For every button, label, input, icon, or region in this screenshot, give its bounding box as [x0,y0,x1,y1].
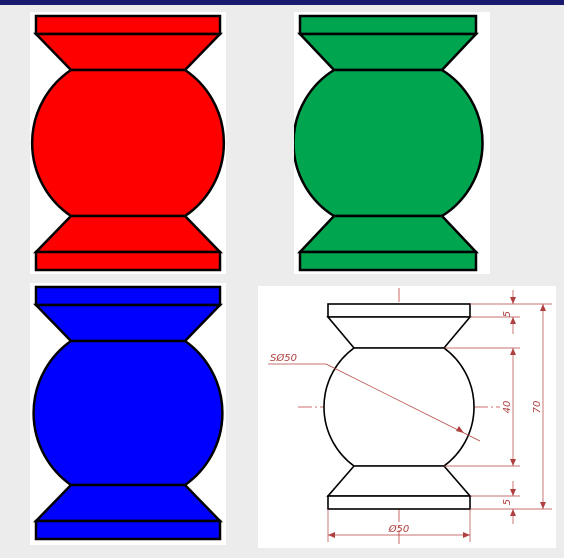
total-height-dimension: 70 [532,401,543,414]
bottom-band-dimension: 5 [502,499,513,505]
blue-baluster [30,283,226,545]
top-border [0,0,564,5]
technical-drawing: SØ50 5 40 5 70 Ø50 [258,286,556,548]
red-baluster-panel [30,12,226,274]
sphere-diameter-label: SØ50 [270,352,297,364]
width-dimension: Ø50 [388,523,410,535]
technical-drawing-panel: SØ50 5 40 5 70 Ø50 [258,286,556,548]
baluster-outline [323,303,475,510]
dimension-arrows [328,297,546,538]
red-baluster [30,12,226,274]
green-baluster [294,12,490,274]
middle-dimension: 40 [502,401,513,414]
top-band-dimension: 5 [502,311,513,317]
blue-baluster-panel [30,283,226,545]
green-baluster-panel [294,12,490,274]
